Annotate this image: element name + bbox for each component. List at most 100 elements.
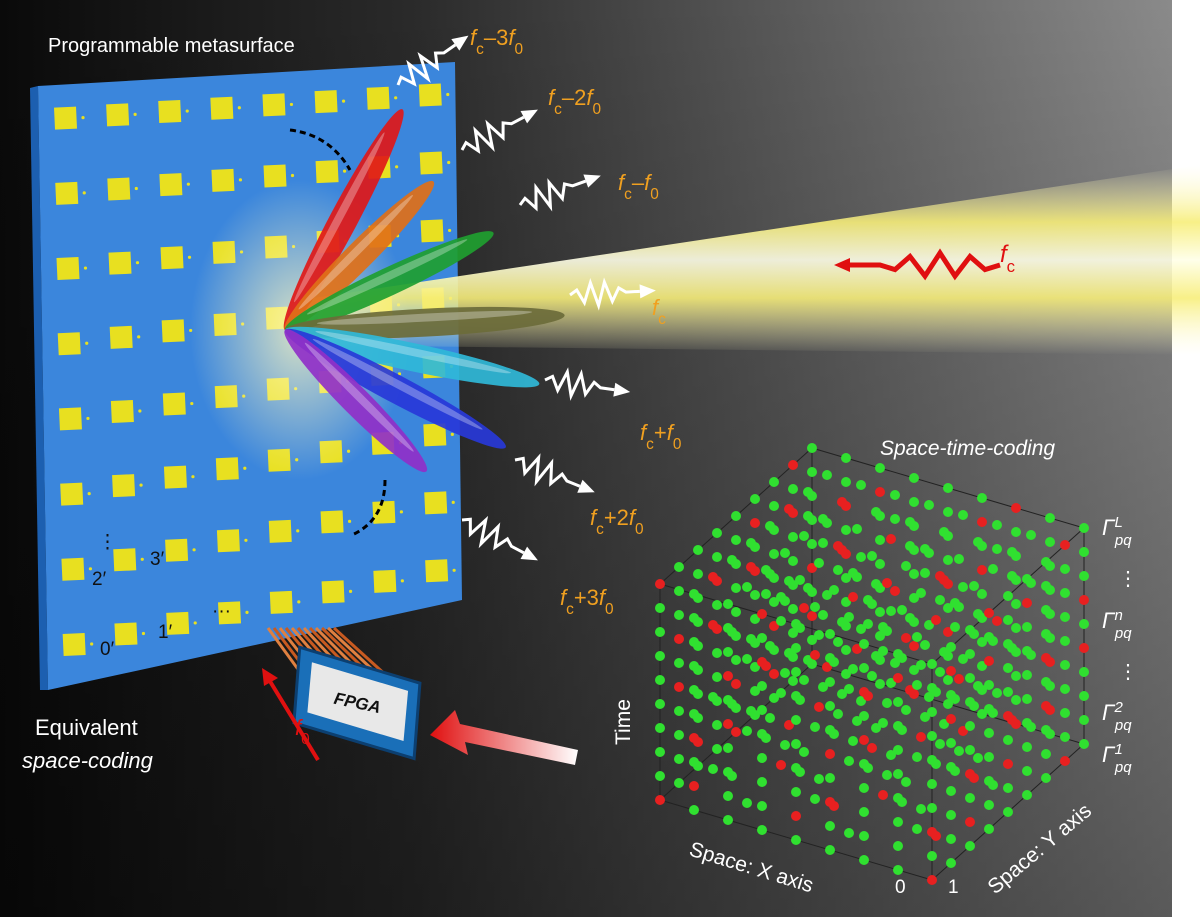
lobe: [283, 109, 404, 331]
cell: [211, 168, 235, 192]
coding-element: [784, 648, 794, 658]
label-part: –2: [562, 85, 586, 110]
coding-element: [867, 551, 877, 561]
cell-dot: [137, 335, 141, 339]
cell-dot: [395, 165, 399, 169]
coding-element: [1011, 503, 1021, 513]
coding-element: [844, 684, 854, 694]
equivalent-label: space-coding: [22, 748, 154, 773]
label-part: c: [658, 311, 666, 328]
coding-element: [1022, 742, 1032, 752]
coding-element: [1026, 530, 1036, 540]
cell: [57, 332, 81, 356]
cell: [372, 500, 396, 524]
coding-element: [723, 599, 733, 609]
coding-element: [878, 622, 888, 632]
label-part: ⋮: [1118, 568, 1138, 590]
label-part: 0: [650, 186, 659, 203]
coding-element: [859, 735, 869, 745]
label-part: 2: [1114, 699, 1124, 716]
coding-element: [893, 817, 903, 827]
coding-element: [946, 738, 956, 748]
cell-dot: [451, 500, 455, 504]
coding-element: [1022, 574, 1032, 584]
coding-element: [1003, 735, 1013, 745]
coding-element: [712, 600, 722, 610]
coding-element: [757, 801, 767, 811]
cell: [314, 90, 338, 114]
coding-element: [769, 597, 779, 607]
coding-element: [901, 777, 911, 787]
coding-element: [924, 692, 934, 702]
radiation-lobe: [283, 109, 404, 331]
coding-element: [909, 497, 919, 507]
cell-dot: [133, 112, 137, 116]
coding-element: [852, 644, 862, 654]
coding-element: [810, 650, 820, 660]
coding-element: [859, 783, 869, 793]
panel-title: Programmable metasurface: [48, 35, 295, 57]
label-part: L: [1115, 514, 1123, 531]
coding-element: [1011, 527, 1021, 537]
coding-element: [776, 760, 786, 770]
coding-element: [1079, 739, 1089, 749]
coding-element: [1041, 677, 1051, 687]
coding-element: [1060, 732, 1070, 742]
radiation-lobe: [284, 326, 540, 388]
coding-element: [655, 675, 665, 685]
label-part: f: [508, 25, 517, 50]
cell: [321, 580, 345, 604]
coding-element: [927, 731, 937, 741]
lobe-highlight: [306, 239, 468, 315]
coding-element: [791, 691, 801, 701]
cell-dot: [82, 191, 86, 195]
coding-element: [833, 709, 843, 719]
label-part: f: [295, 715, 304, 740]
coding-element: [791, 811, 801, 821]
cell: [166, 611, 190, 635]
coding-element: [859, 711, 869, 721]
cell: [269, 590, 293, 614]
coding-element: [844, 756, 854, 766]
coding-element: [958, 654, 968, 664]
coding-element: [954, 746, 964, 756]
coding-element: [822, 662, 832, 672]
coding-element: [859, 831, 869, 841]
coding-element: [927, 683, 937, 693]
coding-element: [689, 709, 699, 719]
coding-element: [814, 774, 824, 784]
wave-arrow: [518, 174, 601, 212]
coding-element: [984, 824, 994, 834]
cell: [58, 407, 82, 431]
cell-dot: [348, 589, 353, 593]
coding-element: [901, 561, 911, 571]
coding-element: [841, 525, 851, 535]
cell-dot: [190, 401, 194, 406]
cell: [56, 257, 80, 281]
coding-element: [875, 679, 885, 689]
coding-element: [757, 633, 767, 643]
coding-element: [825, 797, 835, 807]
coding-element: [924, 500, 934, 510]
coding-element: [909, 569, 919, 579]
freq-label: fc–2f0: [548, 85, 601, 118]
coding-element: [825, 749, 835, 759]
coding-element: [920, 712, 930, 722]
label-part: c: [596, 521, 604, 538]
coding-element: [803, 511, 813, 521]
coding-element: [946, 714, 956, 724]
cell-dot: [193, 621, 197, 625]
coding-element: [742, 798, 752, 808]
cell: [320, 510, 344, 534]
coding-element: [776, 688, 786, 698]
coding-element: [882, 770, 892, 780]
coding-element: [742, 726, 752, 736]
coding-element: [769, 477, 779, 487]
cell-dot: [399, 510, 404, 514]
cell-dot: [86, 416, 90, 421]
coding-element: [803, 487, 813, 497]
wave-arrows: [396, 35, 1001, 561]
coding-element: [750, 590, 760, 600]
coding-element: [943, 627, 953, 637]
radiation-lobe: [284, 180, 435, 331]
